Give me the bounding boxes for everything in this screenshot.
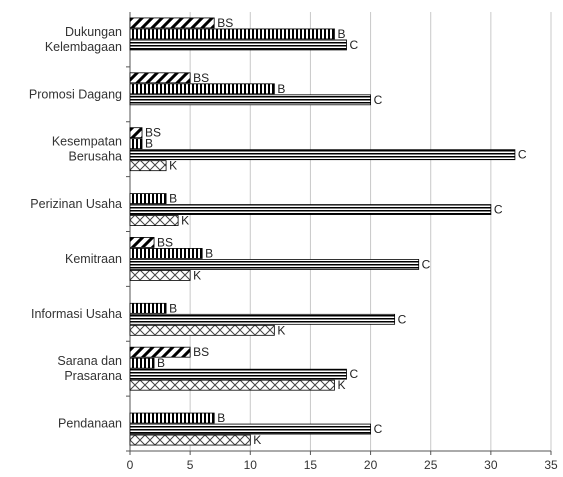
category-label-line: Pendanaan <box>58 417 122 431</box>
bar-label: B <box>169 301 177 315</box>
bar-label: K <box>253 433 261 447</box>
bar-label: B <box>169 192 177 206</box>
x-tick-label: 35 <box>544 458 558 472</box>
category-label: Pendanaan <box>58 417 122 431</box>
bar-B <box>129 248 203 259</box>
x-tick-label: 20 <box>364 458 378 472</box>
bar-label: B <box>145 137 153 151</box>
bar-label: C <box>518 148 527 162</box>
bar-B <box>129 412 215 424</box>
category-label: Sarana dan Prasarana <box>57 354 122 383</box>
category-label: Informasi Usaha <box>31 307 122 321</box>
bar-C <box>129 259 420 270</box>
bar-label: B <box>337 27 345 41</box>
bar-B <box>129 302 167 314</box>
bar-label: C <box>374 93 383 107</box>
x-tick-label: 15 <box>304 458 318 472</box>
category-label-line: Sarana dan <box>57 354 122 368</box>
bar-label: C <box>422 257 431 271</box>
bar-BS <box>129 72 191 84</box>
category-label: Dukungan Kelembagaan <box>45 25 122 54</box>
category-label-line: Promosi Dagang <box>29 87 122 101</box>
bar-label: C <box>494 203 503 217</box>
bar-label: B <box>277 82 285 96</box>
bar-C <box>129 423 371 435</box>
bar-K <box>129 379 335 391</box>
bar-C <box>129 94 371 106</box>
x-tick-label: 0 <box>127 458 134 472</box>
bar-B <box>129 193 167 204</box>
bar-label: B <box>217 411 225 425</box>
bar-C <box>129 368 347 380</box>
category-label: Promosi Dagang <box>29 87 122 101</box>
bar-BS <box>129 17 215 29</box>
bar-BS <box>129 346 191 358</box>
bar-label: C <box>398 312 407 326</box>
bar-label: K <box>181 214 189 228</box>
x-tick-label: 25 <box>424 458 438 472</box>
x-tick-label: 10 <box>244 458 258 472</box>
bar-label: B <box>157 356 165 370</box>
category-label-line: Perizinan Usaha <box>30 197 122 211</box>
bar-label: K <box>277 323 285 337</box>
category-label-line: Informasi Usaha <box>31 307 122 321</box>
bar-K <box>129 270 191 281</box>
bars <box>129 17 516 446</box>
bar-B <box>129 28 335 40</box>
category-label: Kesempatan Berusaha <box>52 135 122 164</box>
bar-label: C <box>350 38 359 52</box>
bar-label: BS <box>193 345 209 359</box>
category-label-line: Kesempatan <box>52 135 122 149</box>
bar-C <box>129 149 516 161</box>
bar-label: B <box>205 246 213 260</box>
bar-label: BS <box>193 71 209 85</box>
bar-label: C <box>350 367 359 381</box>
x-tick-label: 30 <box>484 458 498 472</box>
category-label-line: Prasarana <box>64 369 122 383</box>
bar-label: BS <box>157 235 173 249</box>
bar-label: BS <box>217 16 233 30</box>
x-tick-label: 5 <box>187 458 194 472</box>
bar-K <box>129 160 167 172</box>
bar-label: K <box>169 159 177 173</box>
bar-B <box>129 83 275 95</box>
bar-K <box>129 434 251 446</box>
bar-B <box>129 357 155 369</box>
bar-label: K <box>337 378 345 392</box>
bar-C <box>129 39 347 51</box>
bar-label: K <box>193 268 201 282</box>
category-label-line: Kemitraan <box>65 252 122 266</box>
category-label: Perizinan Usaha <box>30 197 122 211</box>
bar-C <box>129 204 492 215</box>
bar-K <box>129 215 179 226</box>
bar-BS <box>129 237 155 248</box>
bar-label: BS <box>145 126 161 140</box>
bar-BS <box>129 127 143 139</box>
bar-B <box>129 138 143 150</box>
category-label: Kemitraan <box>65 252 122 266</box>
category-label-line: Dukungan <box>65 25 122 39</box>
bar-label: C <box>374 422 383 436</box>
category-label-line: Kelembagaan <box>45 40 122 54</box>
bar-C <box>129 313 396 325</box>
category-label-line: Berusaha <box>68 150 122 164</box>
bar-K <box>129 324 275 336</box>
